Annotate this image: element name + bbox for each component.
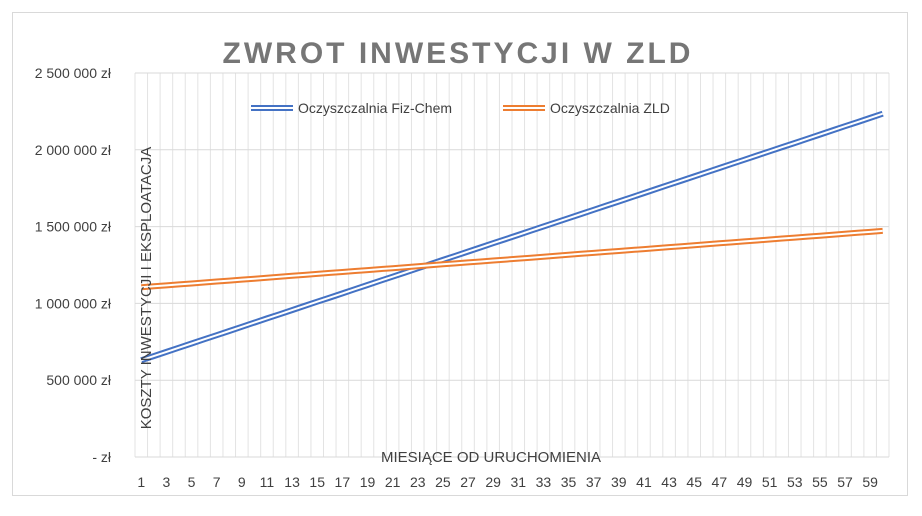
x-tick-label: 15 bbox=[309, 474, 325, 490]
legend-label: Oczyszczalnia Fiz-Chem bbox=[298, 100, 452, 116]
x-tick-label: 3 bbox=[163, 474, 171, 490]
y-tick-label: 1 000 000 zł bbox=[35, 295, 112, 311]
x-tick-label: 25 bbox=[435, 474, 451, 490]
y-tick-label: 2 500 000 zł bbox=[35, 65, 112, 81]
x-tick-label: 1 bbox=[137, 474, 145, 490]
x-tick-label: 39 bbox=[611, 474, 627, 490]
x-tick-label: 21 bbox=[385, 474, 401, 490]
x-tick-label: 49 bbox=[737, 474, 753, 490]
x-tick-label: 41 bbox=[636, 474, 652, 490]
x-tick-label: 43 bbox=[661, 474, 677, 490]
x-tick-label: 57 bbox=[837, 474, 853, 490]
x-axis-title: MIESIĄCE OD URUCHOMIENIA bbox=[381, 449, 601, 466]
x-tick-label: 23 bbox=[410, 474, 426, 490]
x-tick-label: 33 bbox=[536, 474, 552, 490]
y-tick-label: 2 000 000 zł bbox=[35, 142, 112, 158]
x-tick-label: 29 bbox=[485, 474, 501, 490]
x-tick-label: 19 bbox=[360, 474, 376, 490]
chart-title: ZWROT INWESTYCJI W ZLD bbox=[223, 37, 694, 70]
line-chart: ZWROT INWESTYCJI W ZLD Oczyszczalnia Fiz… bbox=[35, 37, 890, 490]
x-tick-label: 7 bbox=[213, 474, 221, 490]
chart-area: ZWROT INWESTYCJI W ZLD Oczyszczalnia Fiz… bbox=[12, 12, 908, 496]
x-tick-label: 31 bbox=[510, 474, 526, 490]
x-axis-ticks: 1 3 5 7 9 11 13 15 17 19 21 23 25 27 29 31 33 35 37 39 41 43 4… bbox=[137, 474, 878, 490]
x-tick-label: 55 bbox=[812, 474, 828, 490]
series-lines bbox=[140, 110, 884, 364]
x-tick-label: 47 bbox=[712, 474, 728, 490]
x-tick-label: 13 bbox=[284, 474, 300, 490]
y-tick-label: - zł bbox=[92, 449, 112, 465]
x-tick-label: 17 bbox=[335, 474, 351, 490]
x-tick-label: 5 bbox=[188, 474, 196, 490]
x-tick-label: 51 bbox=[762, 474, 778, 490]
legend-label: Oczyszczalnia ZLD bbox=[550, 100, 670, 116]
x-tick-label: 9 bbox=[238, 474, 246, 490]
y-axis-title: KOSZTY INWESTYCJI I EKSPLOATACJA bbox=[138, 147, 155, 430]
y-tick-label: 500 000 zł bbox=[46, 372, 111, 388]
series-line-inner-1 bbox=[140, 112, 884, 362]
x-tick-label: 37 bbox=[586, 474, 602, 490]
y-tick-label: 1 500 000 zł bbox=[35, 219, 112, 235]
gridlines bbox=[134, 72, 890, 458]
x-tick-label: 59 bbox=[862, 474, 878, 490]
y-axis-ticks: - zł 500 000 zł 1 000 000 zł 1 500 000 zł 2 … bbox=[35, 65, 112, 465]
legend: Oczyszczalnia Fiz-Chem Oczyszczalnia ZLD bbox=[251, 100, 670, 116]
x-tick-label: 11 bbox=[260, 474, 275, 490]
x-tick-label: 35 bbox=[561, 474, 577, 490]
x-tick-label: 45 bbox=[686, 474, 702, 490]
x-tick-label: 53 bbox=[787, 474, 803, 490]
x-tick-label: 27 bbox=[460, 474, 476, 490]
series-line-inner-2 bbox=[141, 229, 883, 289]
